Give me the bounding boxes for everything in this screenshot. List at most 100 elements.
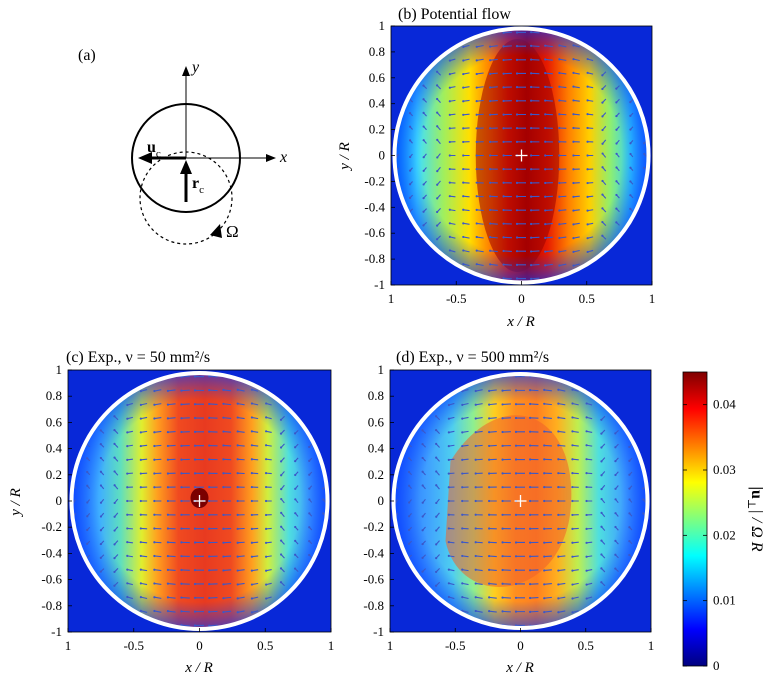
panel-c-vector-head [113,543,116,546]
panel-d-vector-head [501,444,504,447]
panel-b-vector-head [515,181,519,184]
panel-d-vector [558,389,566,392]
panel-c-vector-head [99,470,102,473]
panel-c-exp-50: (c) Exp., ν = 50 mm²/s 1 -0.5 0 0.5 1 1 0.8 0.6… [8,349,334,676]
panel-d-vector [489,596,497,599]
panel-c-vector [154,444,162,447]
panel-d-vector-head [614,432,617,435]
panel-c-vector-head [308,473,311,476]
panel-c-vector-head [99,456,102,460]
panel-d-vector-head [571,569,574,572]
colorbar-gradient [682,371,708,667]
panel-d-vector-head [557,597,560,600]
panel-b-vector-head [586,113,589,116]
panel-b-vector-head [462,181,465,184]
panel-c-vector [237,596,245,599]
panel-c-xtick-label: 0.5 [257,638,273,653]
panel-d-vector-head [435,442,438,445]
panel-b-vector-head [643,152,646,156]
panel-c-vector-head [208,610,211,613]
panel-d-vector-head [585,485,588,489]
panel-c-vector-head [236,611,239,614]
panel-b-vector-head [544,58,547,61]
colorbar-tick-label: 0.04 [713,397,736,412]
panel-b-vector-head [558,181,561,185]
panel-d-vector-head [557,472,560,475]
panel-c-vector-head [153,472,156,475]
panel-b-vector-head [572,181,575,185]
panel-c-vector-head [113,428,116,432]
panel-d-vector-head [421,570,424,573]
panel-b-vector-head [475,249,478,252]
panel-a-label: (a) [78,47,96,64]
panel-c-vector-head [236,569,239,572]
panel-c-vector-head [308,526,311,529]
panel-c-ylabel: y / R [8,488,24,518]
panel-b-vector-head [530,99,533,102]
panel-c-ytick-label: -0.8 [41,598,62,613]
panel-c-vector-head [153,403,156,406]
panel-c-vector-head [193,472,197,475]
panel-b-vector-head [615,114,618,118]
panel-c-vector-head [222,402,225,405]
panel-c-vector-head [193,555,197,558]
panel-c-vector-head [236,541,239,544]
panel-b-vector-head [462,208,465,211]
panel-c-vector-head [153,554,156,558]
panel-c-vector-head [280,497,283,501]
panel-c-vector [154,610,162,613]
panel-c-vector-head [322,498,325,501]
panel-d-vector-head [407,515,411,518]
panel-b-vector-head [448,195,451,198]
panel-c-vector [181,624,190,627]
panel-d-vector-head [529,583,532,586]
panel-b-vector-head [586,85,589,88]
panel-c-vector-head [208,555,211,558]
panel-b-vector-head [629,142,632,145]
panel-b-vector-head [643,166,646,169]
panel-c-vector-head [180,513,183,516]
radius-symbol: r [192,175,199,192]
panel-c-vector-head [113,570,116,574]
panel-b-vector-head [601,234,604,237]
panel-d-vector-head [461,582,464,585]
panel-d-vector-head [514,527,518,530]
panel-c-vector-head [139,390,143,393]
panel-b-quiver [396,31,647,280]
panel-d-vector-head [628,498,631,501]
panel-d-vector [544,610,552,613]
panel-c-vector-head [222,583,225,586]
panel-c-plot: 1 -0.5 0 0.5 1 1 0.8 0.6 0.4 0.2 0 -0.2 -0.4 -0.6 -0.8… [41,362,334,653]
panel-b-vector-head [475,263,478,266]
panel-b-vector-head [515,45,519,48]
panel-b-vector-head [489,181,492,184]
panel-b-vector-head [448,113,451,116]
panel-b-vector-head [408,183,412,186]
panel-d-vector-head [407,528,411,532]
panel-d-vector-head [543,569,546,572]
panel-b-vector [490,223,498,225]
panel-b-vector-head [515,86,519,89]
panel-d-vector-head [529,458,532,461]
panel-c-vector-head [86,528,89,532]
panel-d-vector [489,610,497,613]
panel-b-vector-head [544,72,547,75]
panel-b-vector-head [502,127,505,130]
panel-c-vector [223,569,232,571]
panel-c-vector-head [193,444,197,447]
panel-c-vector [237,403,245,406]
panel-c-vector-head [126,472,129,475]
panel-d-vector-head [501,541,504,544]
panel-d-vector-head [628,459,631,462]
panel-c-vector-head [153,486,156,489]
panel-b-vector-head [475,127,478,130]
panel-b-vector [476,58,484,61]
panel-d-vector [544,431,552,433]
panel-d-vector-head [488,596,491,599]
panel-b-vector-head [558,154,561,157]
panel-b-vector-head [530,209,533,212]
panel-b-vector-head [502,99,505,103]
panel-c-vector-head [294,539,297,543]
panel-b-plot: 1 -0.5 0 0.5 1 1 0.8 0.6 0.4 0.2 0 -0.2 -0.4 -0.6 -0.8… [364,18,655,306]
panel-c-vector-head [153,417,156,420]
